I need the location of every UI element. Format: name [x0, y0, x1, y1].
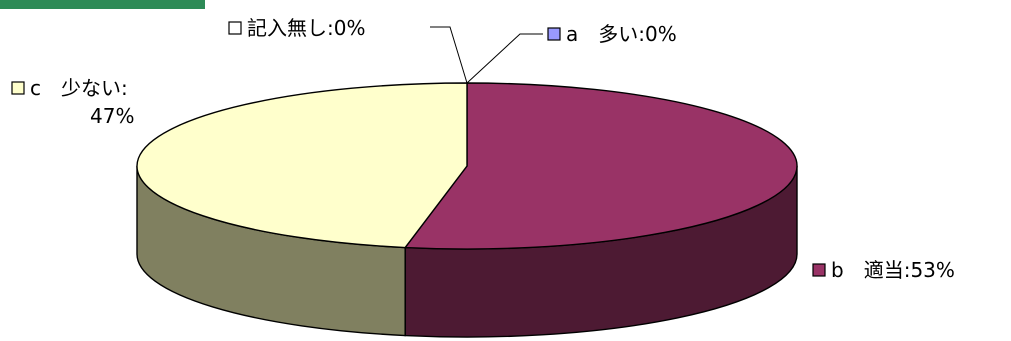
legend-swatch-c [11, 81, 25, 95]
pie-slice-b [403, 82, 798, 250]
data-label-c: c 少ない: 47% [11, 76, 134, 128]
data-label-none: 記入無し:0% [228, 16, 365, 40]
legend-swatch-none [228, 21, 242, 35]
legend-swatch-a [547, 27, 561, 41]
slice-value-c: 47% [90, 104, 134, 128]
slice-label-none: 記入無し:0% [247, 16, 365, 40]
pie-tops [136, 82, 798, 250]
pie-slice-c [136, 82, 468, 249]
leader-line-none [430, 26, 468, 84]
slice-label-c: c 少ない: [30, 76, 128, 100]
slice-label-a: a 多い:0% [566, 22, 677, 46]
leader-line-a [466, 33, 543, 84]
data-label-a: a 多い:0% [547, 22, 677, 46]
data-label-b: b 適当:53% [812, 258, 955, 282]
header-bar [0, 0, 205, 9]
legend-swatch-b [812, 263, 826, 277]
slice-label-b: b 適当:53% [831, 258, 955, 282]
